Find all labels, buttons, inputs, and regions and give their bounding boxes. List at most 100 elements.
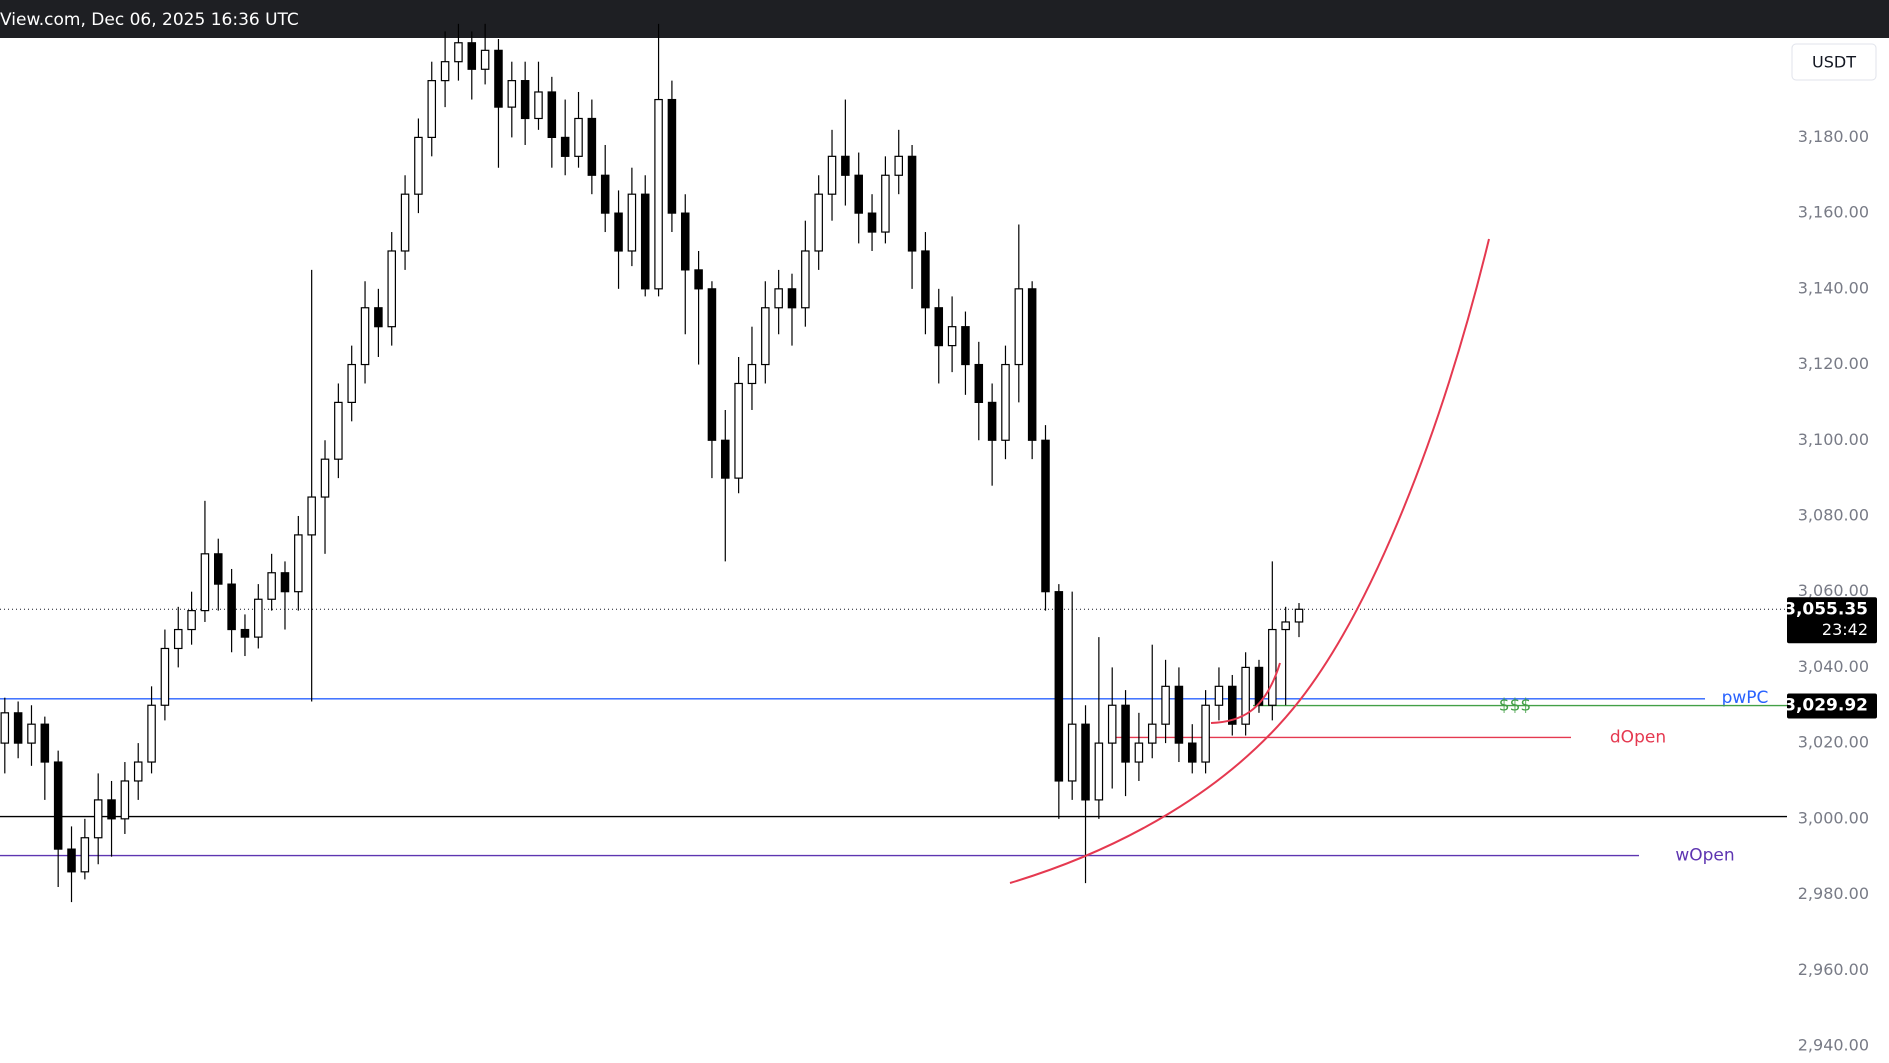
candle-body: [240, 628, 250, 638]
price-box-label: 3,055.35: [1784, 599, 1868, 619]
header-bar: [0, 0, 1889, 38]
candle-body: [1001, 363, 1010, 441]
candle-body: [454, 42, 463, 63]
candle-body: [414, 136, 423, 195]
candle-body: [547, 91, 557, 139]
candle-body: [881, 174, 890, 233]
candle-body: [721, 439, 730, 479]
candle-body: [1041, 439, 1050, 593]
y-tick-label: 3,180.00: [1798, 127, 1869, 146]
level-label: pwPC: [1722, 688, 1769, 708]
candle-body: [961, 326, 970, 366]
candle-body: [600, 174, 610, 214]
candle-body: [307, 496, 316, 536]
y-tick-label: 2,960.00: [1798, 960, 1869, 979]
currency-label[interactable]: USDT: [1812, 53, 1856, 72]
candle-body: [173, 628, 183, 650]
candle-body: [867, 212, 877, 233]
level-label: dOpen: [1610, 727, 1666, 747]
candle-body: [987, 401, 997, 441]
currency-button[interactable]: [1791, 43, 1877, 81]
candle-body: [827, 155, 837, 195]
candle-body: [107, 799, 116, 820]
candle-body: [934, 307, 944, 347]
candle-body: [841, 155, 850, 176]
candle-body: [1027, 288, 1037, 441]
candle-body: [427, 80, 437, 139]
candle-body: [640, 193, 650, 290]
candle-body: [627, 193, 637, 252]
candle-body: [520, 80, 530, 120]
curve-drawing: [1210, 662, 1281, 724]
candle-body: [80, 837, 90, 873]
candle-body: [187, 610, 196, 631]
candle-body: [1174, 685, 1184, 744]
candle-body: [120, 780, 130, 820]
candle-body: [1081, 723, 1090, 801]
y-tick-label: 2,980.00: [1798, 884, 1869, 903]
level-label: $$$: [1499, 696, 1531, 716]
candle-body: [67, 848, 76, 873]
candle-body: [680, 212, 690, 271]
candle-body: [280, 572, 290, 593]
candle-body: [1214, 685, 1224, 706]
curve-drawing: [1009, 238, 1490, 884]
candle-body: [27, 723, 36, 744]
y-tick-label: 2,940.00: [1798, 1035, 1869, 1054]
y-tick-label: 3,020.00: [1798, 733, 1869, 752]
candle-body: [1094, 742, 1104, 801]
candle-body: [1187, 742, 1197, 763]
candle-body: [1107, 704, 1117, 744]
candle-body: [467, 42, 477, 70]
candle-body: [574, 117, 583, 157]
candle-body: [160, 647, 170, 706]
candle-body: [1134, 742, 1144, 763]
candle-body: [1281, 621, 1290, 631]
candle-body: [133, 761, 143, 782]
candle-body: [93, 799, 103, 839]
y-tick-label: 3,120.00: [1798, 354, 1869, 373]
candle-body: [53, 761, 63, 850]
candle-body: [894, 155, 904, 176]
candle-body: [374, 307, 383, 328]
price-box: [1787, 693, 1877, 719]
candle-body: [214, 553, 223, 585]
candle-body: [1161, 685, 1170, 725]
candle-body: [387, 250, 396, 328]
candle-body: [1228, 685, 1237, 725]
candle-body: [1067, 723, 1077, 782]
candle-body: [587, 117, 597, 176]
candle-body: [667, 98, 677, 214]
candle-body: [614, 212, 623, 252]
price-box: [1787, 597, 1877, 644]
candle-body: [1121, 704, 1130, 763]
candle-body: [480, 49, 490, 70]
countdown-label: 23:42: [1822, 620, 1868, 639]
candle-body: [907, 155, 917, 252]
candle-body: [347, 363, 356, 404]
price-box-label: 3,029.92: [1784, 696, 1868, 716]
y-tick-label: 3,060.00: [1798, 581, 1869, 600]
candle-body: [694, 269, 703, 290]
candle-body: [1241, 666, 1250, 725]
candle-body: [854, 174, 863, 214]
candle-body: [707, 288, 717, 441]
candle-body: [534, 91, 543, 120]
candle-body: [560, 136, 570, 157]
candle-body: [654, 98, 663, 290]
level-label: wOpen: [1675, 846, 1734, 866]
candle-body: [921, 250, 930, 309]
candle-body: [814, 193, 823, 252]
candle-body: [1147, 723, 1157, 744]
candle-body: [227, 583, 236, 631]
candle-body: [267, 572, 276, 600]
candle-body: [400, 193, 410, 252]
candle-body: [761, 307, 770, 366]
y-tick-label: 3,080.00: [1798, 505, 1869, 524]
candle-body: [1268, 628, 1277, 706]
candle-body: [294, 534, 303, 593]
candle-body: [787, 288, 797, 309]
candle-body: [507, 80, 517, 108]
